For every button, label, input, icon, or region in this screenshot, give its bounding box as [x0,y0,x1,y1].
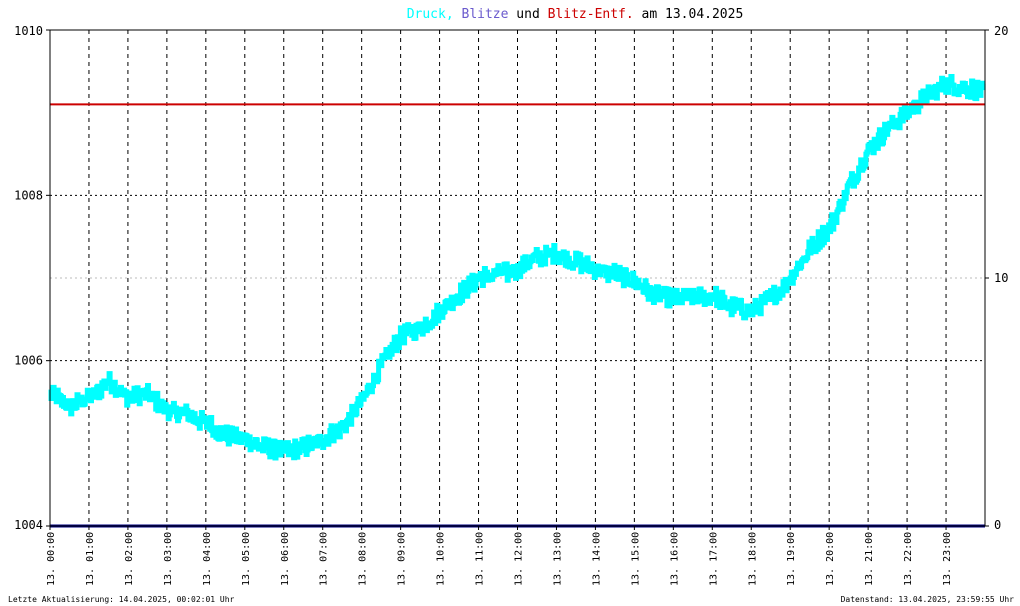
title-part-4: am 13.04.2025 [634,7,744,22]
series-druck-line [48,74,986,461]
y-axis-right: 0 10 20 [985,24,1008,532]
x-tick-label: 13. 12:00 [514,532,525,586]
title-part-0: Druck, [407,7,454,22]
y-left-tick-label: 1006 [14,354,43,368]
x-tick-label: 13. 01:00 [85,532,96,586]
x-tick-label: 13. 22:00 [903,532,914,586]
x-tick-label: 13. 10:00 [436,532,447,586]
x-tick-label: 13. 16:00 [669,532,680,586]
y-right-tick-label: 10 [994,271,1008,285]
x-tick-label: 13. 03:00 [163,532,174,586]
title-part-3: Blitz-Entf. [548,7,634,22]
footer-last-update: Letzte Aktualisierung: 14.04.2025, 00:02… [8,595,235,604]
x-tick-label: 13. 21:00 [864,532,875,586]
x-tick-label: 13. 06:00 [280,532,291,586]
x-tick-label: 13. 13:00 [552,532,563,586]
y-left-tick-label: 1004 [14,518,43,532]
x-axis: 13. 00:00 13. 01:00 13. 02:00 13. 03:00 13. … [46,526,953,586]
x-tick-label: 13. 17:00 [708,532,719,586]
y-axis-left: 1004 1006 1008 1010 [14,24,50,532]
x-tick-label: 13. 05:00 [241,532,252,586]
x-tick-label: 13. 00:00 [46,532,57,586]
x-tick-label: 13. 20:00 [825,532,836,586]
x-tick-label: 13. 09:00 [397,532,408,586]
y-left-tick-label: 1008 [14,188,43,202]
x-tick-label: 13. 04:00 [202,532,213,586]
x-tick-label: 13. 18:00 [747,532,758,586]
x-tick-label: 13. 23:00 [942,532,953,586]
y-right-tick-label: 0 [994,518,1001,532]
y-right-tick-label: 20 [994,24,1008,38]
x-tick-label: 13. 19:00 [786,532,797,586]
x-tick-label: 13. 08:00 [358,532,369,586]
x-tick-label: 13. 11:00 [475,532,486,586]
title-part-1: Blitze [454,7,509,22]
x-tick-label: 13. 15:00 [630,532,641,586]
title-part-2: und [508,7,547,22]
y-left-tick-label: 1010 [14,24,43,38]
x-tick-label: 13. 14:00 [591,532,602,586]
x-tick-label: 13. 07:00 [319,532,330,586]
x-tick-label: 13. 02:00 [124,532,135,586]
footer-data-timestamp: Datenstand: 13.04.2025, 23:59:55 Uhr [841,595,1015,604]
chart-title: Druck, Blitze und Blitz-Entf. am 13.04.2… [407,7,744,22]
